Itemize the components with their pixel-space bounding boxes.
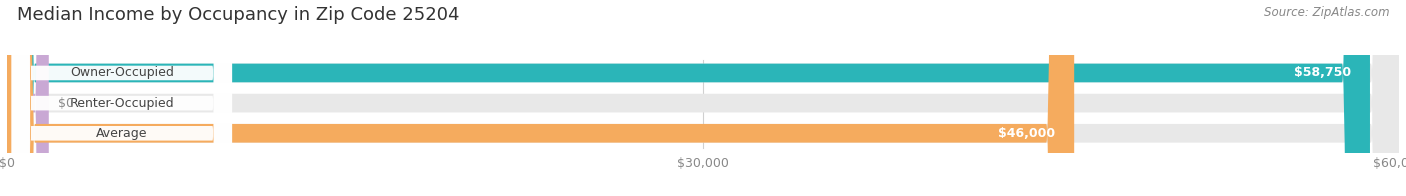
Text: Source: ZipAtlas.com: Source: ZipAtlas.com xyxy=(1264,6,1389,19)
FancyBboxPatch shape xyxy=(7,0,1369,196)
FancyBboxPatch shape xyxy=(7,0,1074,196)
FancyBboxPatch shape xyxy=(7,0,49,196)
FancyBboxPatch shape xyxy=(7,0,1399,196)
Text: $0: $0 xyxy=(58,97,75,110)
FancyBboxPatch shape xyxy=(11,0,232,196)
Text: Average: Average xyxy=(96,127,148,140)
Text: $46,000: $46,000 xyxy=(998,127,1056,140)
FancyBboxPatch shape xyxy=(11,0,232,196)
Text: Owner-Occupied: Owner-Occupied xyxy=(70,66,174,79)
Text: Renter-Occupied: Renter-Occupied xyxy=(69,97,174,110)
FancyBboxPatch shape xyxy=(7,0,1399,196)
FancyBboxPatch shape xyxy=(11,0,232,196)
Text: $58,750: $58,750 xyxy=(1295,66,1351,79)
Text: Median Income by Occupancy in Zip Code 25204: Median Income by Occupancy in Zip Code 2… xyxy=(17,6,460,24)
FancyBboxPatch shape xyxy=(7,0,1399,196)
